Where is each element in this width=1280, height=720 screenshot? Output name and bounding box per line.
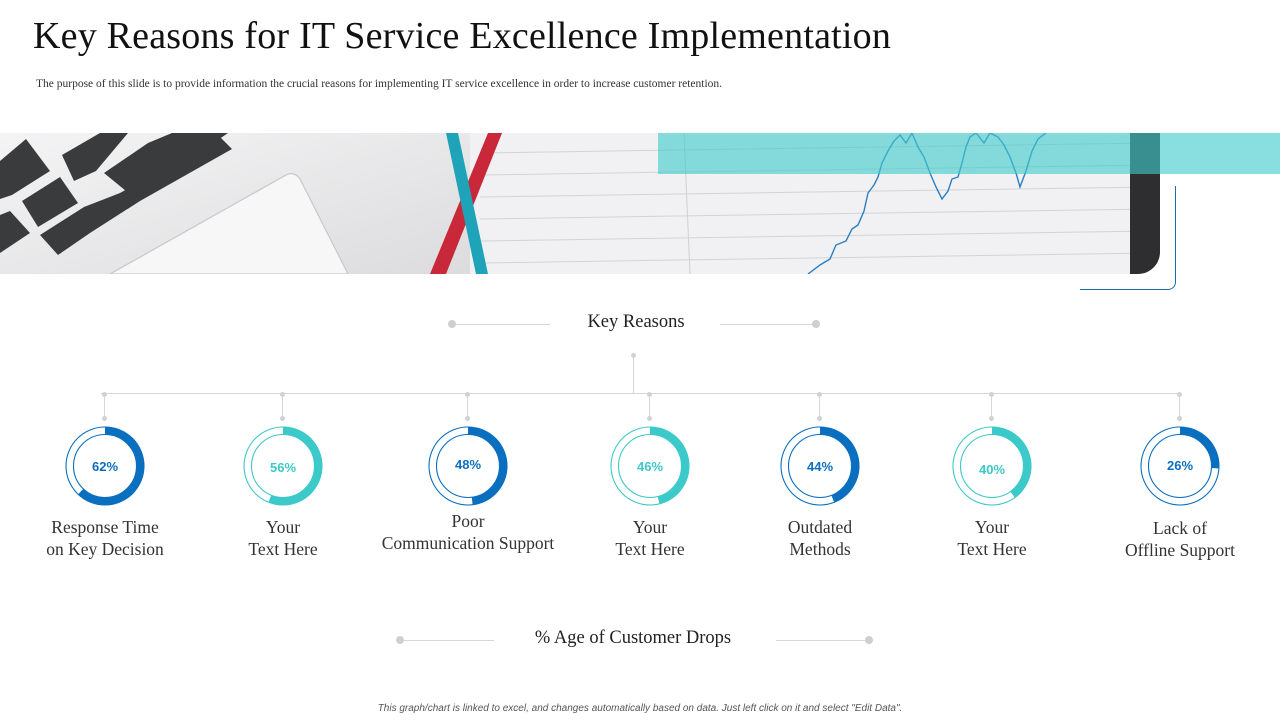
connector-dot [396,636,404,644]
tree-connector-bar [101,393,1178,394]
connector-dot [280,416,285,421]
donut-category-label: Your Text Here [957,517,1027,559]
donut-percent-label: 46% [637,459,663,474]
donut-chart-4: 46% [610,426,690,506]
donut-percent-label: 48% [455,457,481,472]
donut-chart-3: 48% [428,426,508,506]
donut-value-arc [66,427,144,505]
donut-chart-2: 56% [243,426,323,506]
page-title: Key Reasons for IT Service Excellence Im… [33,15,892,57]
donut-category-label: Your Text Here [615,517,685,559]
connector-dot [647,416,652,421]
donut-category-label: Your Text Here [248,517,318,559]
connector-dot [817,392,822,397]
teal-accent-bar [658,133,1280,174]
connector-dot [102,392,107,397]
connector-dot [448,320,456,328]
connector-dot [631,353,636,358]
donut-percent-label: 44% [807,459,833,474]
tree-connector-branch [819,396,820,418]
donut-percent-label: 62% [92,459,118,474]
donut-chart-1: 62% [65,426,145,506]
divider-line [456,324,550,325]
tree-connector-branch [991,396,992,418]
page-subtitle: The purpose of this slide is to provide … [36,78,723,90]
donut-value-arc [429,427,507,505]
donut-chart-5: 44% [780,426,860,506]
donut-value-arc [953,427,1031,505]
connector-dot [1177,416,1182,421]
chart-title: % Age of Customer Drops [534,628,732,648]
tree-connector-branch [282,396,283,418]
divider-line [720,324,812,325]
donut-category-label: Response Time on Key Decision [46,517,164,559]
donut-value-arc [244,427,322,505]
donut-category-label: Poor Communication Support [381,511,555,553]
footer-note: This graph/chart is linked to excel, and… [377,703,903,714]
connector-dot [1177,392,1182,397]
donut-chart-6: 40% [952,426,1032,506]
donut-percent-label: 56% [270,460,296,475]
tree-connector-branch [104,396,105,418]
connector-dot [989,416,994,421]
connector-dot [102,416,107,421]
divider-line [776,640,866,641]
connector-dot [647,392,652,397]
donut-value-arc [781,427,859,505]
connector-dot [812,320,820,328]
donut-percent-label: 26% [1167,458,1193,473]
donut-category-label: Outdated Methods [787,517,853,559]
connector-dot [465,416,470,421]
connector-dot [989,392,994,397]
tree-connector-stem [633,358,634,394]
tree-connector-branch [467,396,468,418]
donut-value-arc [611,427,689,505]
tree-connector-branch [649,396,650,418]
connector-dot [465,392,470,397]
divider-line [404,640,494,641]
corner-frame-decoration [1080,186,1176,290]
tree-connector-branch [1179,396,1180,418]
connector-dot [280,392,285,397]
donut-chart-7: 26% [1140,426,1220,506]
donut-value-arc [1141,427,1219,505]
connector-dot [865,636,873,644]
connector-dot [817,416,822,421]
section-title-key-reasons: Key Reasons [587,312,685,332]
donut-category-label: Lack of Offline Support [1124,518,1236,560]
donut-percent-label: 40% [979,462,1005,477]
